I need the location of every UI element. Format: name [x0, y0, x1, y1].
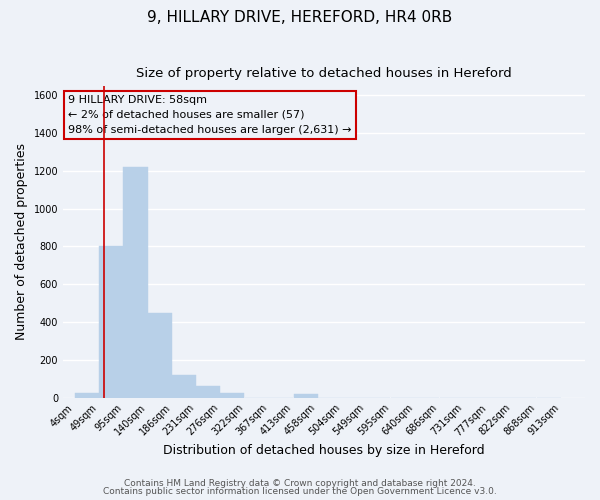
X-axis label: Distribution of detached houses by size in Hereford: Distribution of detached houses by size …	[163, 444, 485, 458]
Text: 9, HILLARY DRIVE, HEREFORD, HR4 0RB: 9, HILLARY DRIVE, HEREFORD, HR4 0RB	[148, 10, 452, 25]
Bar	[293, 394, 317, 398]
Bar	[99, 246, 123, 398]
Bar	[75, 393, 99, 398]
Bar	[172, 375, 196, 398]
Y-axis label: Number of detached properties: Number of detached properties	[15, 144, 28, 340]
Bar	[220, 393, 244, 398]
Text: Contains HM Land Registry data © Crown copyright and database right 2024.: Contains HM Land Registry data © Crown c…	[124, 478, 476, 488]
Bar	[148, 312, 172, 398]
Bar	[124, 167, 148, 398]
Title: Size of property relative to detached houses in Hereford: Size of property relative to detached ho…	[136, 68, 512, 80]
Text: Contains public sector information licensed under the Open Government Licence v3: Contains public sector information licen…	[103, 487, 497, 496]
Bar	[196, 386, 220, 398]
Text: 9 HILLARY DRIVE: 58sqm
← 2% of detached houses are smaller (57)
98% of semi-deta: 9 HILLARY DRIVE: 58sqm ← 2% of detached …	[68, 95, 352, 135]
